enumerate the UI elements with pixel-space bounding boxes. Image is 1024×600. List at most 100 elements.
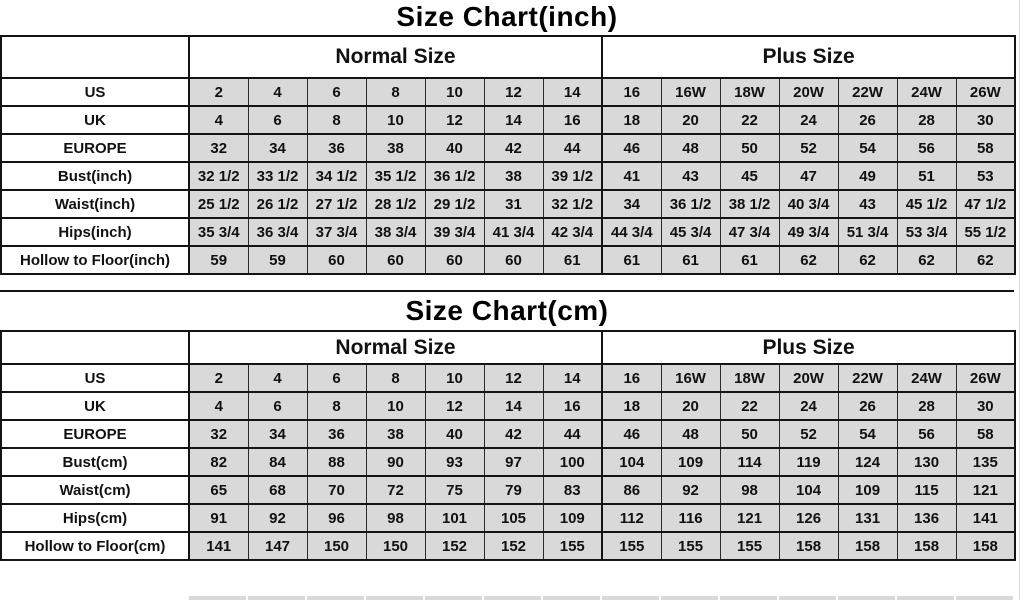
row-label-cell: EUROPE — [0, 419, 190, 449]
size-value-cell: 36 3/4 — [247, 217, 308, 247]
size-value-cell: 109 — [542, 503, 603, 533]
size-value-cell: 52 — [778, 419, 839, 449]
size-value-cell: 10 — [365, 391, 426, 421]
size-value-cell: 141 — [188, 531, 249, 561]
size-value-cell: 22 — [719, 391, 780, 421]
size-value-cell: 116 — [660, 503, 721, 533]
size-value-cell: 18 — [601, 391, 662, 421]
size-value-cell: 26 1/2 — [247, 189, 308, 219]
cutoff-cell — [956, 596, 1013, 600]
table-row: UK 4 6 8 10 12 14 16 18 20 22 24 26 28 30 — [0, 105, 1016, 135]
table-row: UK 4 6 8 10 12 14 16 18 20 22 24 26 28 30 — [0, 391, 1016, 421]
size-value-cell: 24 — [778, 391, 839, 421]
size-value-cell: 26W — [955, 363, 1016, 393]
size-value-cell: 8 — [306, 105, 367, 135]
size-value-cell: 44 — [542, 133, 603, 163]
column-group-header-row: Normal Size Plus Size — [0, 330, 1016, 365]
spreadsheet-gridline — [1019, 0, 1020, 600]
column-group-label: Normal Size — [188, 330, 603, 365]
size-value-cell: 16 — [601, 77, 662, 107]
size-value-cell: 93 — [424, 447, 485, 477]
size-value-cell: 61 — [601, 245, 662, 275]
cutoff-cell — [307, 596, 364, 600]
size-value-cell: 52 — [778, 133, 839, 163]
size-value-cell: 65 — [188, 475, 249, 505]
size-value-cell: 62 — [778, 245, 839, 275]
size-value-cell: 16 — [601, 363, 662, 393]
row-label-cell: Bust(cm) — [0, 447, 190, 477]
size-value-cell: 44 — [542, 419, 603, 449]
size-value-cell: 100 — [542, 447, 603, 477]
size-value-cell: 60 — [424, 245, 485, 275]
size-value-cell: 26 — [837, 105, 898, 135]
size-value-cell: 49 3/4 — [778, 217, 839, 247]
size-value-cell: 150 — [306, 531, 367, 561]
size-value-cell: 31 — [483, 189, 544, 219]
size-value-cell: 8 — [365, 77, 426, 107]
size-value-cell: 49 — [837, 161, 898, 191]
size-value-cell: 88 — [306, 447, 367, 477]
size-value-cell: 12 — [424, 391, 485, 421]
size-chart-cm-title: Size Chart(cm) — [0, 290, 1014, 330]
cutoff-cell — [248, 596, 305, 600]
size-value-cell: 32 1/2 — [542, 189, 603, 219]
size-value-cell: 6 — [247, 105, 308, 135]
size-chart-inch-title: Size Chart(inch) — [396, 1, 618, 32]
size-chart-cm-body: Normal Size Plus Size US 2 4 6 8 10 12 14 16 16W 18W… — [0, 330, 1016, 561]
table-row: Bust(cm) 82 84 88 90 93 97 100 104 109 114 119 124 13… — [0, 447, 1016, 477]
size-value-cell: 16W — [660, 77, 721, 107]
size-value-cell: 104 — [778, 475, 839, 505]
cutoff-cell — [366, 596, 423, 600]
table-row: Bust(inch) 32 1/2 33 1/2 34 1/2 35 1/2 36 1/2… — [0, 161, 1016, 191]
size-value-cell: 48 — [660, 133, 721, 163]
size-value-cell: 158 — [896, 531, 957, 561]
row-label-cell: Hips(inch) — [0, 217, 190, 247]
size-value-cell: 36 1/2 — [660, 189, 721, 219]
cutoff-cell — [425, 596, 482, 600]
size-value-cell: 109 — [660, 447, 721, 477]
size-value-cell: 42 — [483, 133, 544, 163]
size-value-cell: 6 — [306, 363, 367, 393]
size-value-cell: 27 1/2 — [306, 189, 367, 219]
cutoff-cell — [661, 596, 718, 600]
size-value-cell: 152 — [483, 531, 544, 561]
row-label-cell: Bust(inch) — [0, 161, 190, 191]
size-value-cell: 12 — [483, 77, 544, 107]
size-value-cell: 24W — [896, 363, 957, 393]
size-value-cell: 12 — [424, 105, 485, 135]
size-value-cell: 6 — [247, 391, 308, 421]
size-value-cell: 121 — [955, 475, 1016, 505]
size-value-cell: 41 3/4 — [483, 217, 544, 247]
size-value-cell: 42 3/4 — [542, 217, 603, 247]
column-group-header-row: Normal Size Plus Size — [0, 35, 1016, 79]
size-value-cell: 121 — [719, 503, 780, 533]
row-label-cell: UK — [0, 105, 190, 135]
size-value-cell: 16W — [660, 363, 721, 393]
size-value-cell: 114 — [719, 447, 780, 477]
size-value-cell: 2 — [188, 363, 249, 393]
size-value-cell: 34 — [601, 189, 662, 219]
size-value-cell: 4 — [188, 105, 249, 135]
size-value-cell: 135 — [955, 447, 1016, 477]
size-value-cell: 12 — [483, 363, 544, 393]
size-value-cell: 60 — [483, 245, 544, 275]
cutoff-cell — [720, 596, 777, 600]
size-value-cell: 16 — [542, 391, 603, 421]
size-value-cell: 24W — [896, 77, 957, 107]
size-value-cell: 22W — [837, 77, 898, 107]
size-value-cell: 62 — [955, 245, 1016, 275]
size-value-cell: 2 — [188, 77, 249, 107]
size-value-cell: 83 — [542, 475, 603, 505]
size-value-cell: 86 — [601, 475, 662, 505]
size-value-cell: 32 — [188, 133, 249, 163]
size-value-cell: 104 — [601, 447, 662, 477]
size-value-cell: 47 3/4 — [719, 217, 780, 247]
size-chart-inch-body: Normal Size Plus Size US 2 4 6 8 10 12 14 16 16W 18W… — [0, 35, 1016, 275]
cutoff-cell — [838, 596, 895, 600]
size-value-cell: 20W — [778, 77, 839, 107]
size-value-cell: 46 — [601, 419, 662, 449]
size-value-cell: 56 — [896, 419, 957, 449]
size-value-cell: 59 — [247, 245, 308, 275]
size-value-cell: 34 — [247, 133, 308, 163]
size-value-cell: 54 — [837, 419, 898, 449]
